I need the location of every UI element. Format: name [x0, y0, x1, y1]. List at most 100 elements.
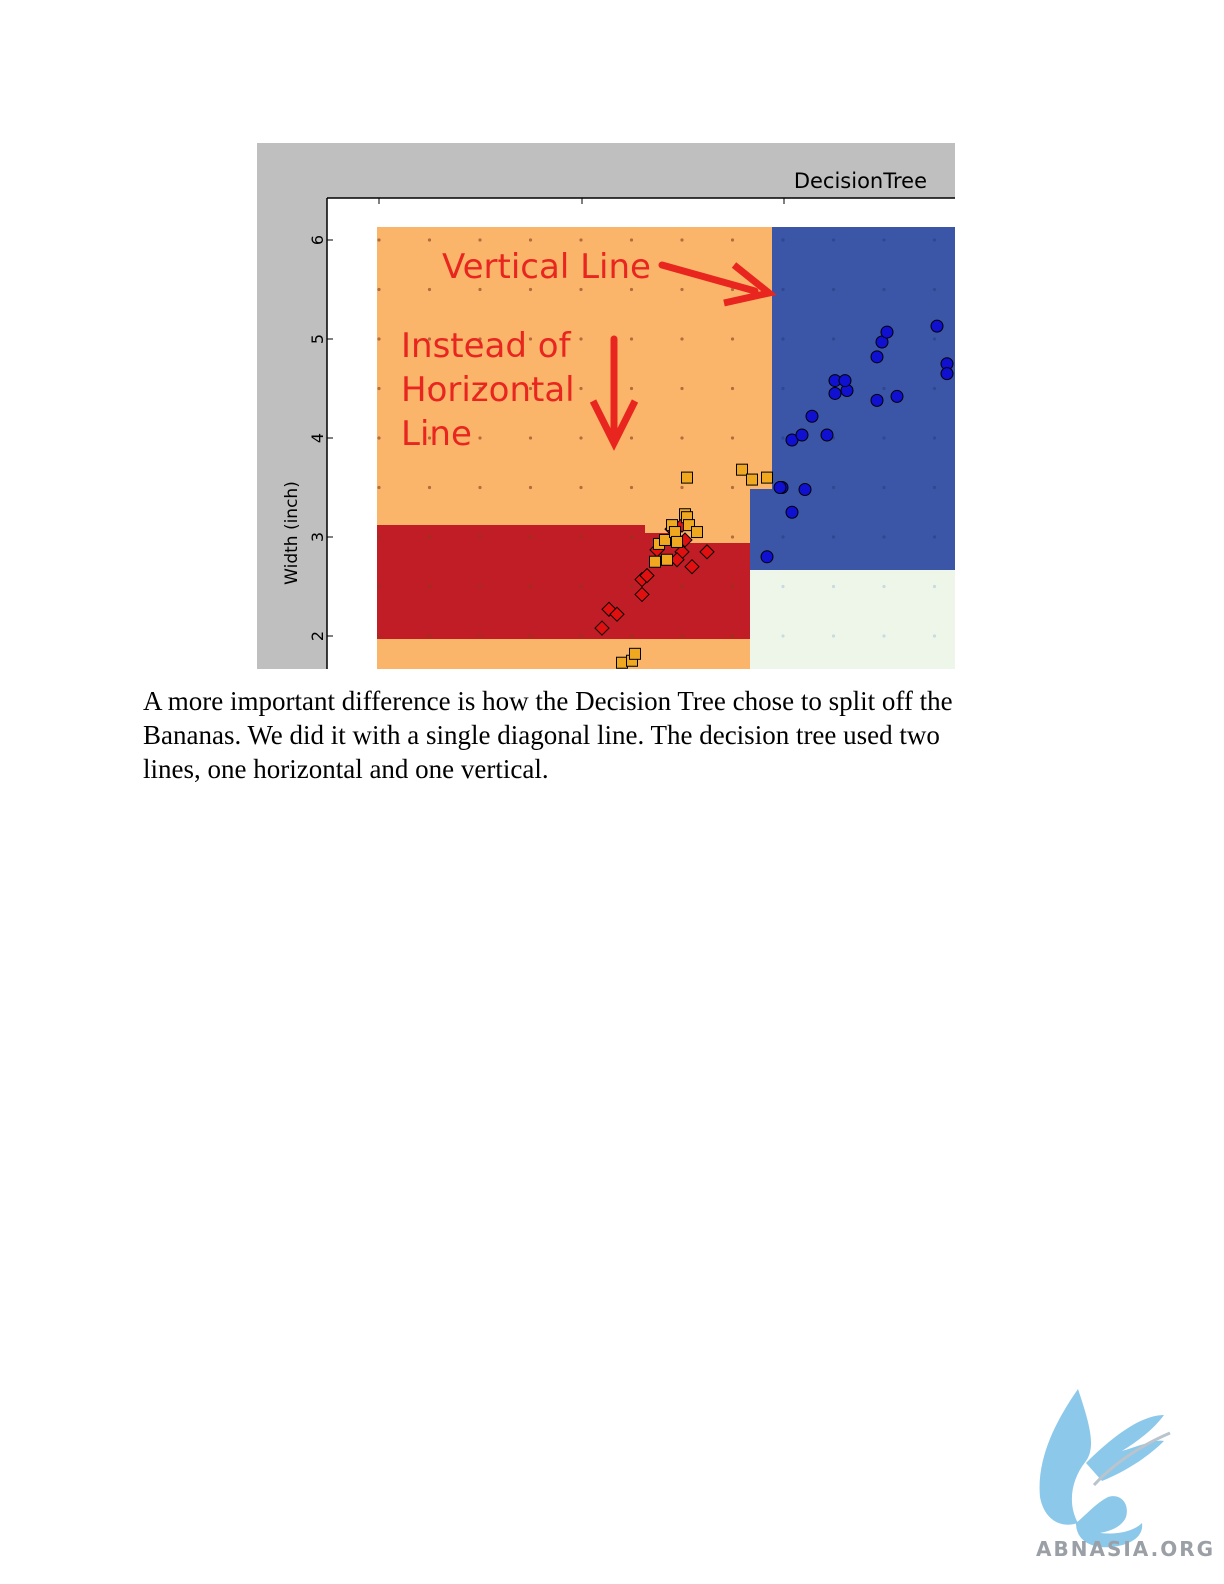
grid-dot — [680, 337, 684, 341]
grid-dot — [579, 485, 583, 490]
grid-dot — [528, 337, 533, 341]
circle-point — [773, 481, 787, 494]
grid-dot — [377, 535, 381, 539]
y-tick-label: 4 — [308, 433, 327, 443]
square-point — [659, 533, 671, 546]
diamond-point — [639, 567, 655, 584]
grid-dot — [882, 485, 886, 490]
grid-dot — [528, 535, 533, 539]
decision-tree-figure: Width (inch) 2 3 4 5 6 DecisionTree Vertical… — [257, 143, 955, 669]
square-point — [649, 555, 661, 568]
grid-dot — [427, 287, 432, 292]
circle-point — [760, 550, 774, 564]
square-point — [629, 647, 641, 660]
square-point — [691, 526, 703, 539]
grid-dot — [932, 634, 937, 638]
circle-point — [930, 319, 944, 333]
grid-dot — [882, 436, 886, 440]
square-point — [736, 463, 748, 476]
grid-dot — [629, 287, 634, 292]
grid-dot — [781, 386, 785, 391]
square-point — [616, 656, 628, 669]
grid-dot — [427, 485, 432, 490]
grid-dot — [579, 287, 583, 292]
grid-dot — [478, 436, 482, 440]
grid-dot — [781, 436, 785, 440]
grid-dot — [528, 485, 533, 490]
scatter-points — [594, 319, 954, 669]
square-point — [683, 519, 695, 532]
horizontal-line-arrow — [589, 335, 639, 451]
circle-point — [828, 386, 842, 400]
grid-dot — [882, 634, 886, 638]
grid-dot — [579, 337, 583, 341]
diamond-point — [634, 586, 650, 603]
grid-dot — [781, 238, 785, 242]
grid-dot — [730, 386, 735, 391]
circle-point — [785, 505, 799, 519]
grid-dot — [831, 337, 836, 341]
region-light — [750, 570, 955, 669]
grid-dot — [427, 436, 432, 440]
grid-dot — [882, 584, 886, 589]
y-tick-label: 6 — [308, 235, 327, 245]
grid-dot — [528, 287, 533, 292]
region-blue-upper — [772, 227, 955, 570]
circle-point — [940, 367, 954, 381]
grid-dot — [932, 436, 937, 440]
y-axis-label: Width (inch) — [282, 481, 302, 585]
y-tick-label: 3 — [308, 532, 327, 542]
circle-point — [890, 389, 904, 403]
grid-dot — [932, 238, 937, 242]
abnasia-logo: ABNASIA.ORG — [1030, 1385, 1213, 1570]
grid-dot — [932, 584, 937, 589]
diamond-point — [699, 544, 715, 560]
y-tick-label: 5 — [308, 334, 327, 344]
mesh-grid-dots — [377, 238, 937, 638]
grid-dot — [781, 535, 785, 539]
grid-dot — [781, 287, 785, 292]
grid-dot — [579, 436, 583, 440]
grid-dot — [730, 287, 735, 292]
grid-dot — [528, 436, 533, 440]
grid-dot — [478, 337, 482, 341]
caption-line: A more important difference is how the D… — [143, 686, 953, 716]
annotation-instead-line3: Line — [401, 414, 472, 454]
grid-dot — [882, 287, 886, 292]
grid-dot — [730, 634, 735, 638]
grid-dot — [377, 287, 381, 292]
caption-line: lines, one horizontal and one vertical. — [143, 754, 549, 784]
grid-dot — [377, 337, 381, 341]
grid-dot — [831, 584, 836, 589]
grid-dot — [629, 634, 634, 638]
region-red-right — [675, 543, 750, 639]
grid-dot — [882, 535, 886, 539]
grid-dot — [730, 584, 735, 589]
grid-dot — [478, 485, 482, 490]
grid-dot — [427, 337, 432, 341]
grid-dot — [781, 634, 785, 638]
grid-dot — [377, 436, 381, 440]
y-axis-ticks: 2 3 4 5 6 — [308, 235, 333, 641]
caption-line: Bananas. We did it with a single diagona… — [143, 720, 940, 750]
annotation-instead-line1: Instead of — [401, 326, 572, 366]
square-point — [746, 473, 758, 486]
grid-dot — [629, 386, 634, 391]
square-point — [761, 471, 773, 484]
grid-dot — [932, 485, 937, 490]
circle-point — [870, 393, 884, 407]
grid-dot — [680, 238, 684, 242]
grid-dot — [629, 238, 634, 242]
grid-dot — [377, 634, 381, 638]
grid-dot — [932, 287, 937, 292]
grid-dot — [932, 337, 937, 341]
grid-dot — [478, 584, 482, 589]
grid-dot — [579, 386, 583, 391]
square-point — [661, 553, 673, 566]
chart-title: DecisionTree — [794, 169, 927, 193]
griffin-logo-icon — [1039, 1389, 1171, 1548]
grid-dot — [629, 485, 634, 490]
grid-dot — [882, 238, 886, 242]
grid-dot — [831, 535, 836, 539]
grid-dot — [730, 485, 735, 490]
